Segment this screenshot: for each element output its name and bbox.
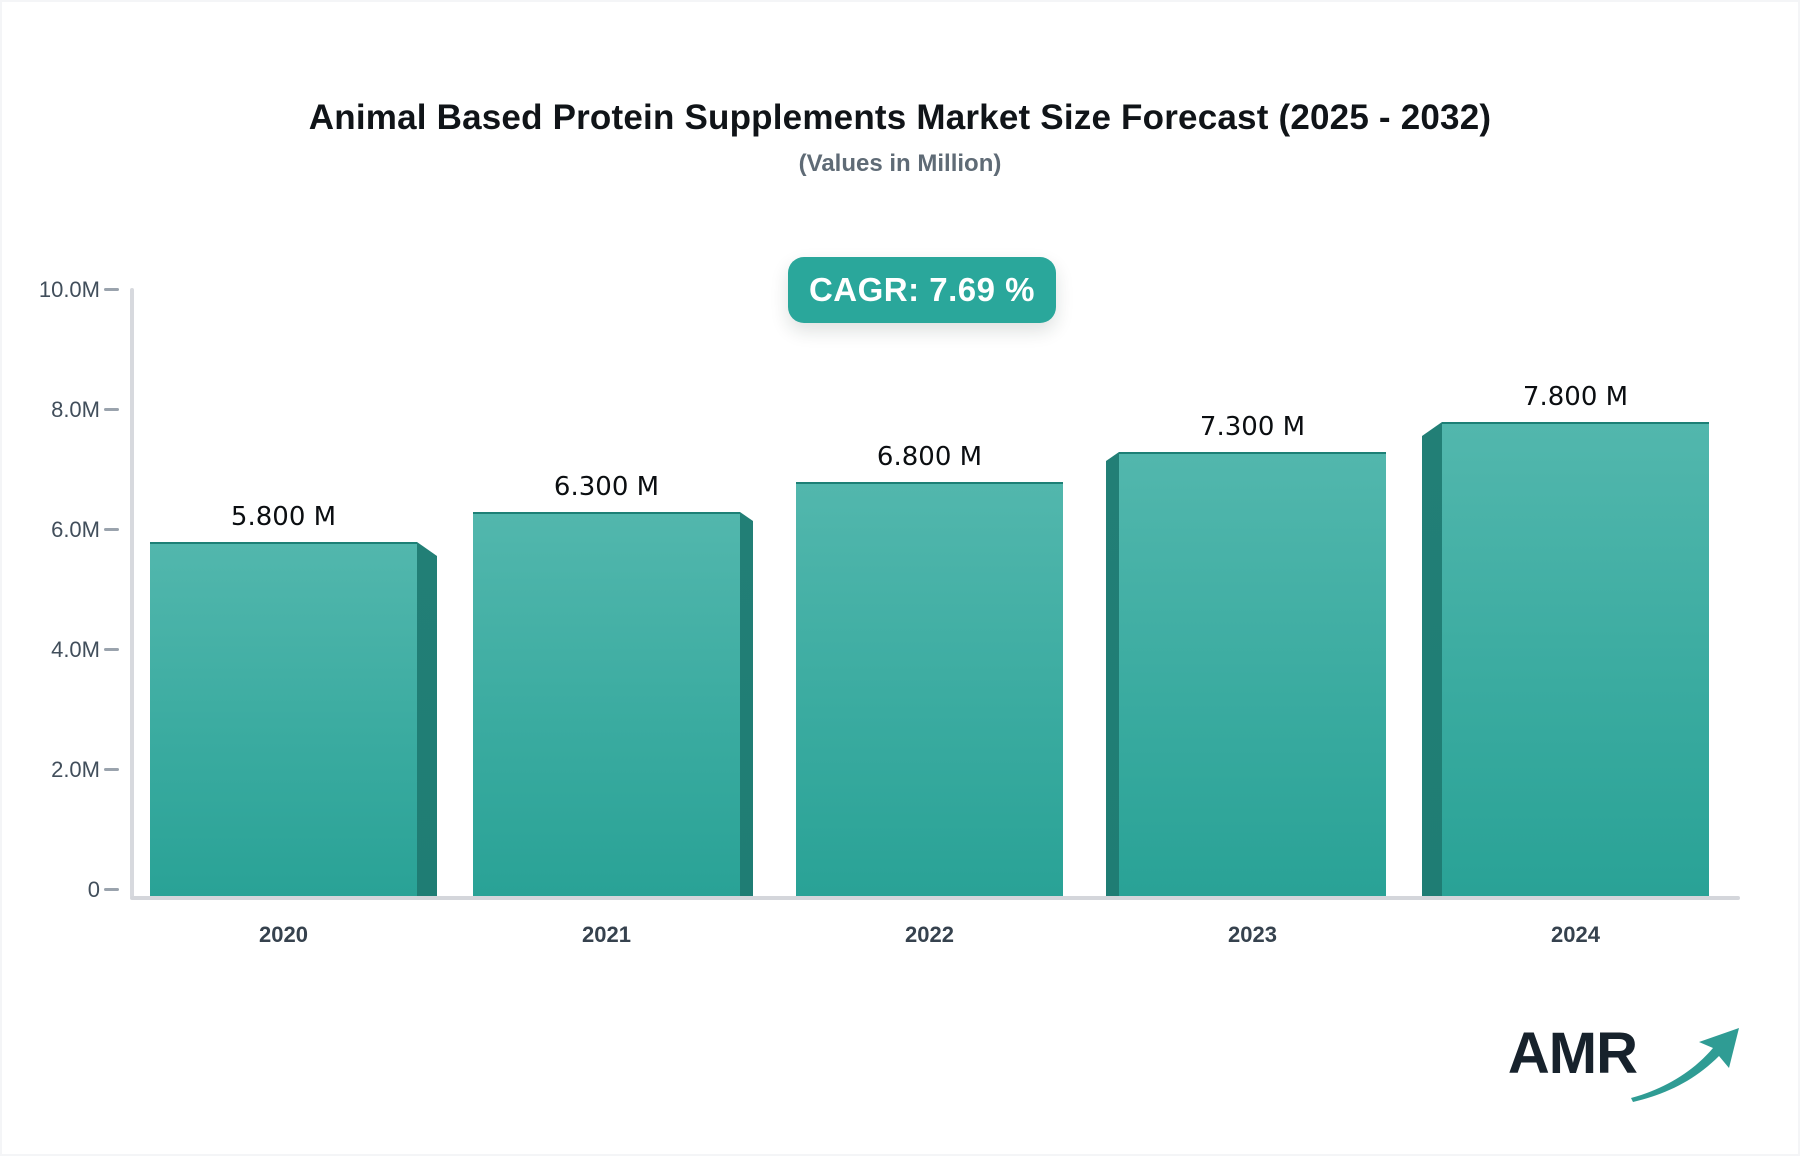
- y-tick-label: 10.0M: [38, 277, 100, 302]
- x-category-label: 2020: [259, 922, 308, 947]
- cagr-badge: CAGR: 7.69 %: [788, 257, 1056, 323]
- brand-logo-text: AMR: [1507, 1021, 1638, 1086]
- bar-value-label: 7.800 M: [1522, 382, 1629, 412]
- y-tick-label: 4.0M: [51, 637, 100, 662]
- y-tick-label: 6.0M: [51, 517, 100, 542]
- bar-3d-side: [1106, 452, 1119, 897]
- bar-2024: [1442, 422, 1709, 899]
- x-category-label: 2023: [1228, 922, 1277, 947]
- y-tick-label: 0: [87, 877, 100, 902]
- y-tick-mark: [104, 288, 119, 291]
- y-tick-label: 2.0M: [51, 757, 100, 782]
- x-axis-line: [130, 896, 1740, 900]
- bar-3d-side: [1422, 422, 1442, 897]
- y-axis-line: [130, 288, 134, 898]
- bar-2023: [1119, 452, 1386, 899]
- x-category-label: 2021: [582, 922, 631, 947]
- bar-value-label: 6.800 M: [876, 442, 983, 472]
- growth-arrow-icon: [1627, 1024, 1745, 1107]
- bar-3d-side: [740, 512, 753, 897]
- y-tick-mark: [104, 888, 119, 891]
- chart-title: Animal Based Protein Supplements Market …: [308, 98, 1492, 137]
- bar-value-label: 6.300 M: [553, 472, 660, 502]
- chart-subtitle: (Values in Million): [798, 150, 1002, 177]
- brand-logo: AMR: [1508, 1022, 1745, 1107]
- y-tick-mark: [104, 648, 119, 651]
- bar-value-label: 7.300 M: [1199, 412, 1306, 442]
- bar-value-label: 5.800 M: [230, 502, 337, 532]
- bar-2022: [796, 482, 1063, 899]
- y-tick-mark: [104, 408, 119, 411]
- y-tick-mark: [104, 768, 119, 771]
- bar-3d-side: [417, 542, 437, 897]
- y-tick-label: 8.0M: [51, 397, 100, 422]
- y-tick-mark: [104, 528, 119, 531]
- x-category-label: 2022: [905, 922, 954, 947]
- x-category-label: 2024: [1551, 922, 1600, 947]
- bar-2020: [150, 542, 417, 899]
- bar-2021: [473, 512, 740, 899]
